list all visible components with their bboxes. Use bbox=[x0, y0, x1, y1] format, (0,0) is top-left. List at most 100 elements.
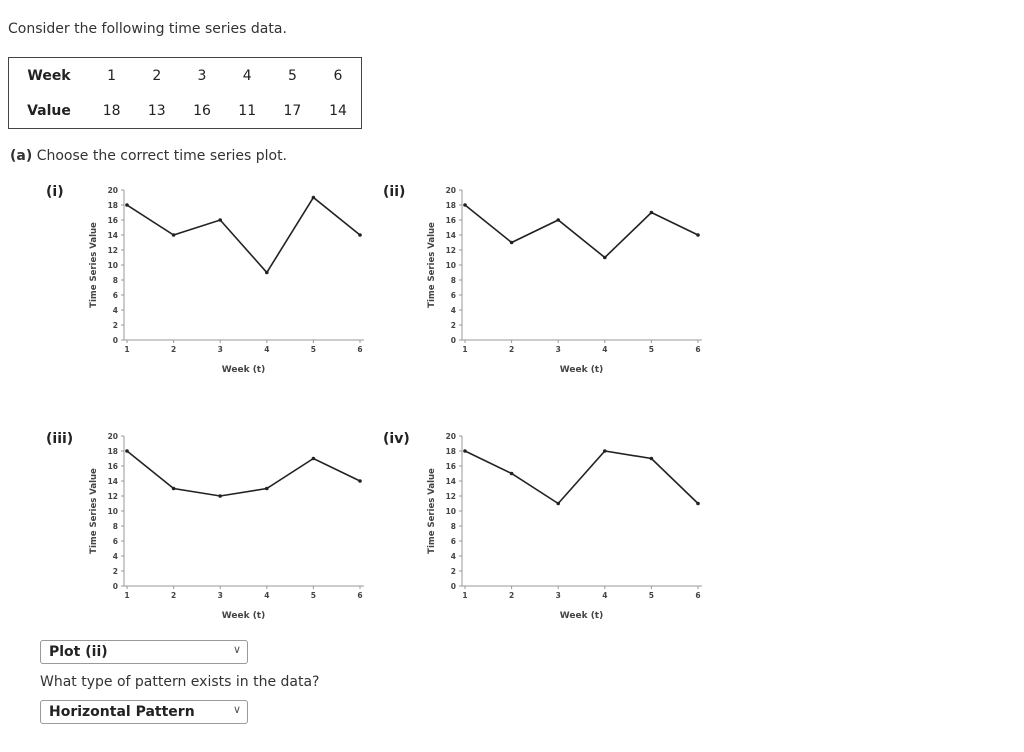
x-tick-label: 1 bbox=[124, 345, 129, 354]
y-tick-label: 18 bbox=[446, 201, 456, 210]
x-tick-label: 2 bbox=[171, 345, 176, 354]
y-tick-label: 14 bbox=[108, 231, 118, 240]
week-cell: 5 bbox=[287, 67, 297, 84]
part-a-prompt: (a) Choose the correct time series plot. bbox=[10, 148, 287, 164]
x-tick-label: 5 bbox=[311, 345, 316, 354]
y-tick-label: 18 bbox=[446, 447, 456, 456]
y-tick-label: 8 bbox=[451, 276, 456, 285]
y-tick-label: 0 bbox=[451, 582, 456, 591]
x-tick-label: 5 bbox=[649, 345, 654, 354]
week-row: Week 1 2 3 4 5 6 bbox=[9, 58, 362, 94]
y-tick-label: 14 bbox=[446, 231, 456, 240]
week-cell: 2 bbox=[152, 67, 162, 84]
y-tick-label: 10 bbox=[108, 507, 118, 516]
y-tick-label: 16 bbox=[108, 462, 118, 471]
data-point bbox=[649, 210, 654, 215]
y-tick-label: 12 bbox=[108, 492, 118, 501]
y-tick-label: 4 bbox=[113, 306, 118, 315]
y-tick-label: 18 bbox=[108, 201, 118, 210]
plot-select[interactable]: Plot (ii) ∨ bbox=[40, 640, 248, 664]
data-point bbox=[218, 494, 222, 498]
y-tick-label: 0 bbox=[113, 582, 118, 591]
x-tick-label: 4 bbox=[602, 591, 607, 600]
y-tick-label: 4 bbox=[113, 552, 118, 561]
series-line bbox=[464, 204, 699, 259]
data-point bbox=[265, 486, 269, 491]
x-axis-label: Week (t) bbox=[560, 365, 603, 375]
y-axis-label: Time Series Value bbox=[427, 468, 437, 554]
y-tick-label: 20 bbox=[446, 432, 456, 441]
x-tick-label: 4 bbox=[602, 345, 607, 354]
plot-label-i: (i) bbox=[46, 184, 64, 200]
x-tick-label: 1 bbox=[462, 591, 467, 600]
y-tick-label: 20 bbox=[446, 186, 456, 195]
y-axis-label: Time Series Value bbox=[427, 222, 437, 308]
series-line bbox=[126, 450, 361, 497]
y-tick-label: 2 bbox=[113, 321, 118, 330]
data-point bbox=[125, 449, 129, 453]
data-point bbox=[603, 255, 607, 260]
y-tick-label: 10 bbox=[108, 261, 118, 270]
data-point bbox=[265, 270, 269, 275]
y-tick-label: 6 bbox=[451, 291, 456, 300]
y-tick-label: 6 bbox=[113, 537, 118, 546]
data-point bbox=[358, 233, 362, 237]
y-tick-label: 2 bbox=[451, 321, 456, 330]
x-tick-label: 2 bbox=[509, 591, 514, 600]
y-tick-label: 16 bbox=[446, 216, 456, 225]
y-tick-label: 16 bbox=[446, 462, 456, 471]
y-tick-label: 8 bbox=[451, 522, 456, 531]
x-tick-label: 3 bbox=[218, 591, 223, 600]
data-point bbox=[358, 479, 362, 483]
y-tick-label: 16 bbox=[108, 216, 118, 225]
pattern-select[interactable]: Horizontal Pattern ∨ bbox=[40, 700, 248, 724]
data-point bbox=[171, 233, 176, 237]
part-a-label: (a) bbox=[10, 148, 33, 164]
value-cell: 14 bbox=[329, 102, 347, 119]
y-tick-label: 12 bbox=[446, 246, 456, 255]
data-point bbox=[696, 233, 700, 237]
data-point bbox=[603, 449, 607, 453]
data-point bbox=[556, 218, 560, 222]
value-header: Value bbox=[27, 102, 71, 119]
data-point bbox=[311, 195, 316, 200]
data-point bbox=[509, 240, 514, 245]
week-header: Week bbox=[27, 67, 71, 84]
week-cell: 1 bbox=[107, 67, 117, 84]
x-tick-label: 1 bbox=[462, 345, 467, 354]
series-line bbox=[464, 450, 699, 505]
x-tick-label: 4 bbox=[264, 345, 269, 354]
data-point bbox=[125, 203, 129, 207]
x-tick-label: 2 bbox=[171, 591, 176, 600]
x-tick-label: 3 bbox=[218, 345, 223, 354]
data-point bbox=[171, 486, 176, 491]
y-tick-label: 12 bbox=[446, 492, 456, 501]
plot-label-iv: (iv) bbox=[383, 431, 410, 447]
x-axis-label: Week (t) bbox=[222, 365, 265, 375]
x-tick-label: 6 bbox=[695, 345, 700, 354]
value-cell: 16 bbox=[193, 102, 211, 119]
value-row: Value 18 13 16 11 17 14 bbox=[9, 93, 362, 129]
x-tick-label: 6 bbox=[695, 591, 700, 600]
chevron-down-icon: ∨ bbox=[232, 643, 241, 656]
series-line bbox=[126, 196, 361, 274]
y-tick-label: 6 bbox=[451, 537, 456, 546]
x-axis-label: Week (t) bbox=[560, 611, 603, 621]
x-tick-label: 3 bbox=[556, 591, 561, 600]
data-table: Week 1 2 3 4 5 6 Value 18 13 16 11 17 14 bbox=[8, 57, 362, 129]
x-axis-label: Week (t) bbox=[222, 611, 265, 621]
value-cell: 13 bbox=[147, 102, 166, 119]
x-tick-label: 5 bbox=[311, 591, 316, 600]
x-tick-label: 4 bbox=[264, 591, 269, 600]
data-point bbox=[311, 456, 316, 461]
data-point bbox=[649, 456, 654, 461]
data-point bbox=[463, 203, 467, 207]
value-cell: 18 bbox=[102, 102, 121, 119]
data-point bbox=[509, 471, 514, 476]
data-point bbox=[696, 501, 700, 506]
data-point bbox=[218, 218, 222, 222]
plot-label-iii: (iii) bbox=[46, 431, 74, 447]
